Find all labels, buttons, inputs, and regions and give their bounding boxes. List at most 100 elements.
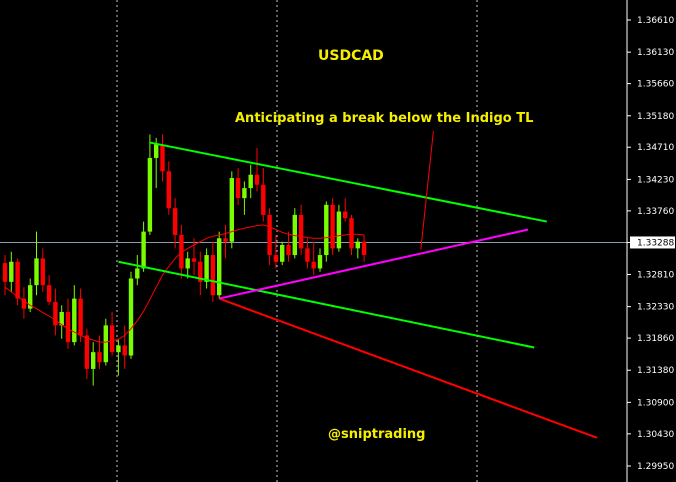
candle-34 xyxy=(217,231,222,299)
current-price-box xyxy=(630,236,675,249)
candle-body-22 xyxy=(141,231,146,269)
candle-31 xyxy=(198,251,203,296)
candle-body-26 xyxy=(166,171,171,209)
candle-body-9 xyxy=(59,311,64,326)
candle-48 xyxy=(305,238,310,269)
candle-body-8 xyxy=(53,301,58,326)
candle-body-17 xyxy=(109,325,115,353)
candle-body-34 xyxy=(217,238,222,296)
candle-6 xyxy=(40,248,45,292)
candle-50 xyxy=(317,248,323,272)
candle-42 xyxy=(267,208,272,266)
grid-layer xyxy=(0,0,627,482)
candle-body-52 xyxy=(330,204,335,249)
candle-body-51 xyxy=(324,204,329,256)
moving-average-line xyxy=(4,224,365,343)
candle-57 xyxy=(361,234,367,262)
candle-9 xyxy=(59,305,64,339)
price-axis: 1.36610 1.36130 1.35660 1.35180 1.34710 1.342… xyxy=(626,0,675,482)
candle-52 xyxy=(330,198,335,256)
candle-body-54 xyxy=(343,211,348,219)
candle-body-49 xyxy=(311,261,316,269)
candle-18 xyxy=(116,338,121,376)
candle-body-27 xyxy=(172,208,178,235)
price-tick-label-11: 1.31380 xyxy=(637,366,674,376)
candle-46 xyxy=(292,208,297,259)
price-tick-label-13: 1.30430 xyxy=(637,430,674,440)
candle-2 xyxy=(15,258,20,306)
candle-24 xyxy=(154,137,159,189)
candle-4 xyxy=(28,278,33,312)
candle-body-21 xyxy=(135,268,140,279)
candle-11 xyxy=(72,285,77,346)
candle-body-42 xyxy=(267,214,272,256)
candle-body-38 xyxy=(242,188,247,199)
candle-body-43 xyxy=(273,255,279,262)
price-tick-label-8: 1.32810 xyxy=(637,270,674,280)
price-tick-label-12: 1.30900 xyxy=(637,398,674,408)
candle-56 xyxy=(355,238,360,259)
candle-body-33 xyxy=(210,255,216,296)
candle-12 xyxy=(78,288,83,343)
candle-51 xyxy=(324,201,329,262)
candle-body-3 xyxy=(21,298,27,309)
price-tick-label-3: 1.35180 xyxy=(637,112,674,122)
candle-body-48 xyxy=(305,248,310,262)
candle-41 xyxy=(261,167,266,222)
candle-36 xyxy=(229,171,234,249)
candle-body-35 xyxy=(223,238,228,242)
candle-body-41 xyxy=(261,184,266,215)
candle-28 xyxy=(179,224,184,279)
candle-1 xyxy=(9,251,14,292)
candle-33 xyxy=(210,241,216,302)
candle-body-14 xyxy=(91,352,96,369)
candle-body-0 xyxy=(2,263,8,282)
candle-47 xyxy=(298,204,304,256)
candle-body-56 xyxy=(355,241,360,249)
candle-8 xyxy=(53,288,58,336)
candle-body-4 xyxy=(28,285,33,309)
candle-54 xyxy=(343,198,348,222)
candle-23 xyxy=(147,134,153,235)
candle-body-28 xyxy=(179,234,184,269)
watermark-text: @sniptrading xyxy=(328,427,425,442)
candle-body-1 xyxy=(9,261,14,282)
trendline-layer xyxy=(118,131,598,439)
candle-body-32 xyxy=(204,255,209,282)
candle-14 xyxy=(91,342,96,386)
candle-layer xyxy=(2,134,367,386)
candle-26 xyxy=(166,161,171,215)
candle-body-12 xyxy=(78,298,83,336)
candle-body-36 xyxy=(229,178,234,242)
trendline-lower-green xyxy=(118,260,535,349)
candle-0 xyxy=(2,255,8,296)
candle-body-11 xyxy=(72,298,77,343)
price-tick-label-10: 1.31860 xyxy=(637,334,674,344)
candle-body-5 xyxy=(34,258,39,286)
price-tick-label-0: 1.36610 xyxy=(637,16,674,26)
price-tick-label-5: 1.34230 xyxy=(637,175,674,185)
trendline-projection xyxy=(420,131,434,250)
candle-body-20 xyxy=(128,278,134,356)
candle-body-37 xyxy=(235,178,241,199)
candle-27 xyxy=(172,198,178,249)
candle-49 xyxy=(311,241,316,276)
ma-layer xyxy=(4,224,365,343)
candle-body-24 xyxy=(154,144,159,158)
trendline-indigo xyxy=(218,228,529,300)
candle-body-57 xyxy=(361,241,367,256)
candle-35 xyxy=(223,224,228,259)
candle-body-47 xyxy=(298,214,304,249)
candle-body-45 xyxy=(286,245,291,256)
price-tick-label-14: 1.29950 xyxy=(637,462,674,472)
candle-55 xyxy=(349,214,354,256)
candle-body-23 xyxy=(147,157,153,232)
candle-body-46 xyxy=(292,214,297,256)
chart-title: USDCAD xyxy=(318,48,384,64)
candle-body-50 xyxy=(317,255,323,269)
candle-body-40 xyxy=(254,174,260,185)
candle-45 xyxy=(286,231,291,262)
candle-40 xyxy=(254,147,260,192)
candle-15 xyxy=(97,335,102,369)
